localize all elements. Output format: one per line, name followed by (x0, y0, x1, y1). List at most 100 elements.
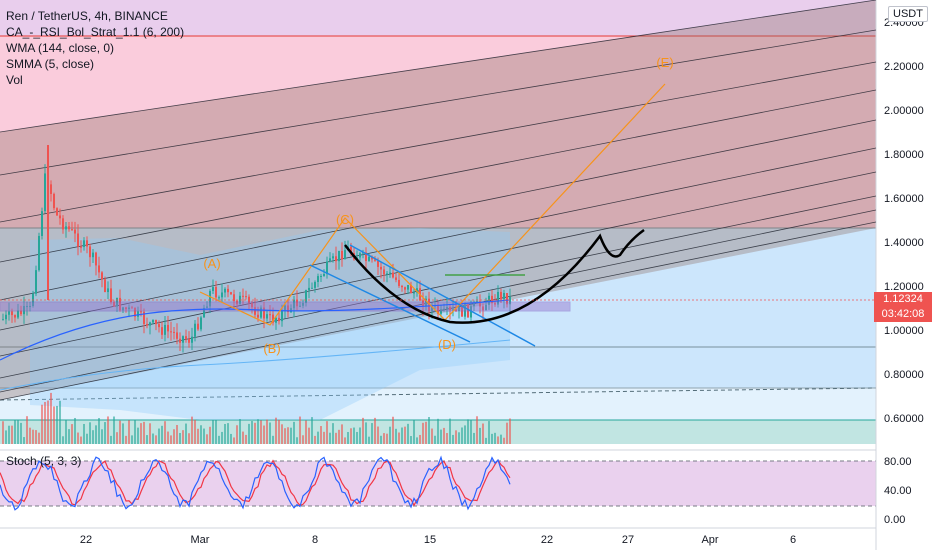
wave-label[interactable]: (E) (656, 55, 673, 70)
candle-body (500, 291, 502, 300)
volume-bar (461, 427, 463, 444)
candle-body (395, 277, 397, 280)
volume-bar (377, 426, 379, 444)
candle-body (461, 306, 463, 317)
candle-body (455, 309, 457, 312)
candle-body (176, 332, 178, 339)
wave-label[interactable]: (C) (336, 212, 354, 227)
candle-body (89, 246, 91, 258)
candle-body (494, 303, 496, 305)
volume-bar (497, 436, 499, 444)
volume-bar (86, 433, 88, 444)
volume-bar (149, 423, 151, 444)
wave-label[interactable]: (B) (263, 341, 280, 356)
channel-line (0, 89, 877, 263)
candle-body (509, 296, 511, 305)
candle-body (497, 291, 499, 305)
volume-bar (509, 418, 511, 444)
candle-body (428, 298, 430, 311)
indicator-volume[interactable]: Vol (6, 73, 23, 87)
volume-bar (506, 422, 508, 444)
volume-bar (278, 419, 280, 444)
volume-bar (494, 432, 496, 444)
volume-bar (11, 425, 13, 444)
cup-handle-drawing[interactable] (344, 228, 645, 324)
volume-bar (311, 417, 313, 444)
candle-body (338, 250, 340, 262)
candle-body (83, 240, 85, 248)
volume-bar (320, 426, 322, 444)
candle-body (44, 173, 46, 212)
volume-bar (314, 435, 316, 444)
volume-bar (383, 433, 385, 444)
volume-bar (392, 416, 394, 444)
stoch-tick: 0.00 (884, 514, 905, 526)
volume-bar (431, 428, 433, 444)
volume-bar (482, 423, 484, 444)
candle-body (482, 306, 484, 311)
volume-bar (8, 425, 10, 444)
candle-body (80, 246, 82, 248)
volume-bar (152, 433, 154, 444)
volume-bar (479, 427, 481, 444)
trendline-lower[interactable] (309, 264, 471, 343)
volume-bar (44, 401, 46, 444)
candle-body (383, 269, 385, 275)
candle-body (68, 226, 70, 230)
volume-bar (119, 420, 121, 444)
candle-body (425, 298, 427, 307)
candle-body (314, 281, 316, 288)
volume-bar (170, 435, 172, 444)
candle-body (11, 311, 13, 316)
channel-line (0, 195, 877, 379)
candle-body (242, 295, 244, 297)
volume-bar (131, 435, 133, 444)
candle-body (329, 258, 331, 262)
candle-body (170, 331, 172, 333)
wave-label[interactable]: (A) (203, 256, 220, 271)
volume-bar (263, 425, 265, 444)
volume-bar (80, 436, 82, 444)
candle-body (422, 300, 424, 307)
indicator-wma[interactable]: WMA (144, close, 0) (6, 41, 115, 55)
candle-body (110, 288, 112, 303)
candle-body (194, 323, 196, 337)
candle-body (230, 292, 232, 295)
volume-bar (476, 416, 478, 444)
dashed-projection (0, 387, 877, 401)
indicator-rsi-bol[interactable]: CA_-_RSI_Bol_Strat_1.1 (6, 200) (6, 25, 185, 39)
elliott-projection[interactable] (199, 83, 666, 326)
stoch-legend[interactable]: Stoch (5, 3, 3) (6, 454, 82, 468)
volume-bar (362, 417, 364, 444)
candle-body (467, 304, 469, 318)
channel-line (0, 209, 877, 393)
candle-body (479, 301, 481, 307)
trendline-upper[interactable] (349, 244, 536, 347)
volume-bar (95, 425, 97, 444)
volume-bar (155, 435, 157, 444)
indicator-smma[interactable]: SMMA (5, close) (6, 57, 95, 71)
volume-bar (449, 418, 451, 444)
wave-label[interactable]: (D) (438, 337, 456, 352)
candle-body (473, 303, 475, 307)
candle-body (281, 310, 283, 322)
price-tick: 2.20000 (884, 61, 924, 73)
candle-body (287, 305, 289, 313)
candle-body (506, 292, 508, 305)
candle-body (122, 307, 124, 311)
time-tick: 8 (312, 534, 318, 546)
candle-body (299, 305, 301, 307)
channel-line (0, 0, 877, 133)
volume-bar (410, 436, 412, 444)
volume-bar (395, 428, 397, 444)
bollinger-lower (0, 339, 511, 391)
volume-bar (140, 423, 142, 444)
candle-body (173, 331, 175, 333)
symbol-title[interactable]: Ren / TetherUS, 4h, BINANCE (6, 9, 168, 23)
currency-button[interactable]: USDT (888, 6, 928, 22)
candle-body (293, 299, 295, 309)
volume-bar (206, 434, 208, 444)
volume-bar (485, 437, 487, 444)
volume-bar (275, 417, 277, 444)
